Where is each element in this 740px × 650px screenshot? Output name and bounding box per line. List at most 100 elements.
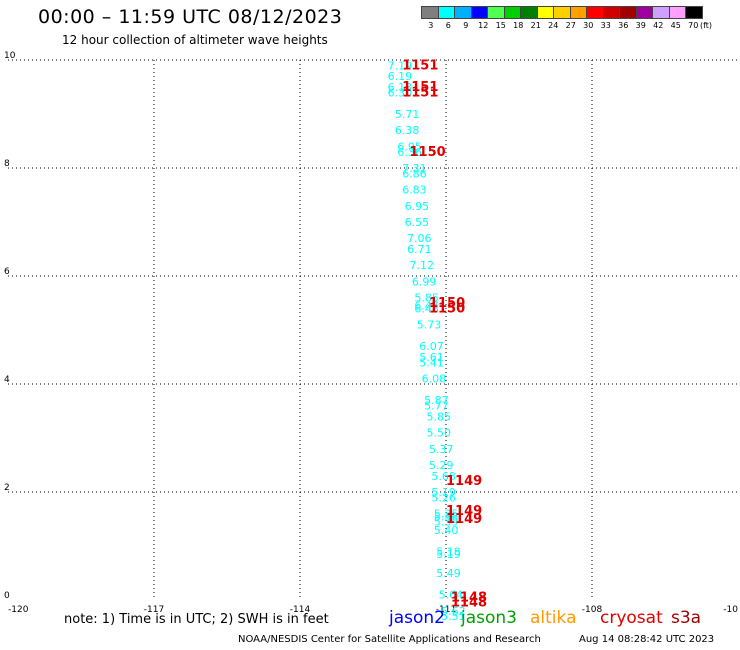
wave-height-label: 6.08 (422, 373, 447, 386)
color-scale-label: 18 (513, 21, 524, 30)
wave-height-labels: 7.196.196.136.305.716.386.956.367.316.86… (388, 59, 466, 623)
wave-height-label: 5.68 (431, 470, 456, 483)
wave-height-label: 6.47 (414, 300, 439, 313)
wave-height-label: 6.55 (405, 216, 430, 229)
grid-layer (8, 59, 738, 600)
color-scale-label: 36 (618, 21, 629, 30)
color-scale-label: 27 (565, 21, 576, 30)
color-scale-label: 45 (670, 21, 681, 30)
wave-height-label: 5.40 (434, 524, 459, 537)
credit-text: NOAA/NESDIS Center for Satellite Applica… (238, 634, 541, 645)
color-scale-label: 33 (600, 21, 611, 30)
color-scale-label: 15 (495, 21, 506, 30)
color-scale-label: 70 (688, 21, 699, 30)
color-scale-label: 21 (530, 21, 541, 30)
wave-height-label: 6.13 (388, 81, 413, 94)
wave-height-label: 6.38 (395, 124, 420, 137)
x-tick-label: -120 (8, 605, 29, 615)
legend-item-cryosat: cryosat (600, 608, 663, 628)
wave-height-label: 5.49 (436, 567, 461, 580)
wave-height-label: 7.12 (410, 259, 435, 272)
y-tick-label: 2 (4, 483, 10, 493)
wave-height-label: 5.77 (424, 400, 449, 413)
wave-height-label: 5.19 (431, 486, 456, 499)
units-note: note: 1) Time is in UTC; 2) SWH is in fe… (64, 612, 329, 627)
wave-height-label: 6.86 (402, 167, 427, 180)
wave-height-label: 5.87 (424, 394, 449, 407)
wave-height-label: 6.30 (388, 86, 413, 99)
color-swatch (685, 6, 703, 19)
pass-number-label: 1151 (402, 80, 438, 95)
legend-item-altika: altika (530, 608, 577, 628)
legend-item-jason3: jason3 (461, 608, 517, 628)
pass-number-label: 1151 (402, 85, 438, 100)
wave-height-label: 7.31 (402, 162, 427, 175)
wave-height-label: 5.39 (434, 516, 459, 529)
wave-height-label: 5.51 (441, 610, 466, 623)
pass-number-label: 1150 (429, 296, 465, 311)
wave-height-label: 6.48 (414, 302, 439, 315)
chart-title: 00:00 – 11:59 UTC 08/12/2023 (38, 6, 343, 28)
wave-height-label: 5.64 (439, 589, 464, 602)
wave-height-label: 5.62 (441, 605, 466, 618)
color-scale-label: 30 (583, 21, 594, 30)
wave-height-label: 5.73 (417, 319, 442, 332)
x-tick-label: -111 (436, 605, 456, 615)
pass-number-label: 1151 (402, 58, 438, 73)
x-tick-label: -117 (144, 605, 164, 615)
chart-subtitle: 12 hour collection of altimeter wave hei… (62, 33, 328, 47)
wave-height-label: 6.95 (397, 140, 422, 153)
x-tick-label: -114 (290, 605, 311, 615)
color-scale-label: 9 (463, 21, 469, 30)
y-tick-label: 10 (4, 51, 16, 61)
wave-height-label: 5.85 (427, 410, 452, 423)
wave-height-label: 7.19 (388, 59, 413, 72)
x-tick-label: -10 (723, 605, 738, 615)
color-scale-label: 42 (653, 21, 664, 30)
pass-number-label: 1150 (429, 301, 465, 316)
pass-number-label: 1149 (446, 512, 482, 527)
y-tick-label: 6 (4, 267, 10, 277)
color-scale-label: 12 (478, 21, 489, 30)
wave-height-label: 6.99 (412, 275, 437, 288)
timestamp-text: Aug 14 08:28:42 UTC 2023 (579, 634, 715, 645)
pass-number-label: 1149 (446, 474, 482, 489)
pass-number-labels: 1151115111511150115011501149114911491148… (402, 58, 487, 610)
wave-height-label: 6.95 (405, 200, 430, 213)
color-scale-label: (ft) (699, 21, 713, 30)
wave-height-label: 5.50 (427, 427, 452, 440)
y-tick-label: 4 (4, 375, 10, 385)
wave-height-label: 5.19 (436, 548, 461, 561)
pass-number-label: 1150 (410, 145, 446, 160)
wave-height-label: 6.83 (402, 184, 427, 197)
pass-number-label: 1149 (446, 504, 482, 519)
color-scale-label: 6 (445, 21, 451, 30)
legend-item-jason2: jason2 (389, 608, 445, 628)
pass-number-label: 1148 (451, 590, 487, 605)
color-scale-label: 24 (548, 21, 559, 30)
wave-height-label: 5.26 (431, 491, 456, 504)
x-tick-label: -108 (582, 605, 603, 615)
wave-height-label: 5.41 (419, 356, 444, 369)
y-tick-label: 8 (4, 159, 10, 169)
wave-height-label: 5.29 (429, 459, 454, 472)
wave-height-label: 5.35 (434, 508, 459, 521)
wave-height-label: 6.19 (388, 70, 413, 83)
wave-height-label: 5.61 (419, 351, 444, 364)
wave-height-label: 5.85 (414, 292, 439, 305)
color-scale-bar (421, 6, 703, 19)
color-scale-labels: 3 6 9 12 15 18 21 24 27 30 33 36 39 42 45 70 (ft) (422, 21, 740, 35)
y-tick-label: 0 (4, 591, 10, 601)
wave-height-label: 5.37 (429, 443, 454, 456)
pass-number-label: 1148 (451, 596, 487, 611)
wave-height-label: 5.56 (434, 510, 459, 523)
axis-labels: -120 -117 -114 -111 -108 -10 0 2 4 6 8 10 (4, 51, 738, 615)
wave-height-label: 6.07 (419, 340, 444, 353)
color-scale-label: 3 (428, 21, 434, 30)
wave-height-label: 5.71 (395, 108, 420, 121)
color-scale-label: 39 (635, 21, 646, 30)
wave-height-label: 6.36 (397, 146, 422, 159)
wave-height-label: 7.06 (407, 232, 432, 245)
wave-height-label: 5.18 (436, 545, 461, 558)
